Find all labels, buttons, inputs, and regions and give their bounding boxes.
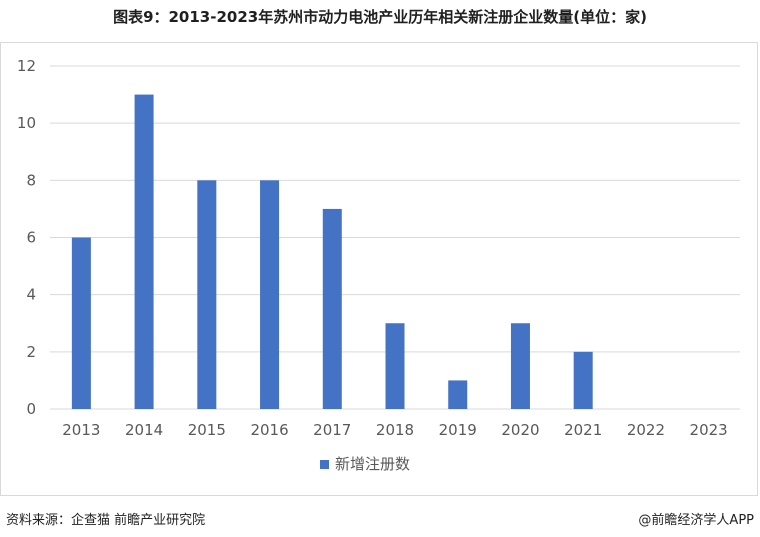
bar-2016 bbox=[260, 180, 280, 409]
y-tick-label: 8 bbox=[26, 171, 36, 189]
x-tick-label: 2013 bbox=[62, 421, 100, 439]
bar-2014 bbox=[134, 94, 154, 409]
bar-2019 bbox=[448, 380, 468, 409]
x-tick-label: 2021 bbox=[564, 421, 602, 439]
bar-2021 bbox=[573, 351, 593, 409]
bar-2017 bbox=[322, 208, 342, 409]
y-tick-label: 0 bbox=[26, 400, 36, 418]
legend: 新增注册数 bbox=[320, 455, 410, 473]
bar-2020 bbox=[510, 323, 530, 409]
y-tick-label: 4 bbox=[26, 286, 36, 304]
x-axis-ticks: 2013 2014 2015 2016 2017 2018 2019 2020 2021 2022… bbox=[62, 421, 727, 439]
x-tick-label: 2017 bbox=[313, 421, 351, 439]
x-tick-label: 2019 bbox=[439, 421, 477, 439]
x-tick-label: 2015 bbox=[188, 421, 226, 439]
y-tick-label: 12 bbox=[17, 57, 36, 75]
x-tick-label: 2014 bbox=[125, 421, 163, 439]
x-tick-label: 2018 bbox=[376, 421, 414, 439]
y-tick-label: 10 bbox=[17, 114, 36, 132]
bar-2015 bbox=[197, 180, 217, 409]
bars bbox=[71, 94, 593, 409]
legend-label: 新增注册数 bbox=[335, 455, 410, 473]
legend-swatch bbox=[320, 460, 329, 469]
bar-2018 bbox=[385, 323, 405, 409]
x-tick-label: 2023 bbox=[690, 421, 728, 439]
y-axis-ticks: 0 2 4 6 8 10 12 bbox=[17, 57, 36, 418]
y-tick-label: 6 bbox=[26, 229, 36, 247]
chart-frame bbox=[0, 42, 758, 496]
x-tick-label: 2016 bbox=[250, 421, 288, 439]
x-tick-label: 2022 bbox=[627, 421, 665, 439]
chart-title: 图表9：2013-2023年苏州市动力电池产业历年相关新注册企业数量(单位：家) bbox=[113, 8, 647, 26]
y-tick-label: 2 bbox=[26, 343, 36, 361]
x-tick-label: 2020 bbox=[501, 421, 539, 439]
source-note: 资料来源：企查猫 前瞻产业研究院 bbox=[6, 513, 206, 528]
bar-2013 bbox=[71, 237, 91, 409]
brand-label: @前瞻经济学人APP bbox=[638, 513, 754, 528]
